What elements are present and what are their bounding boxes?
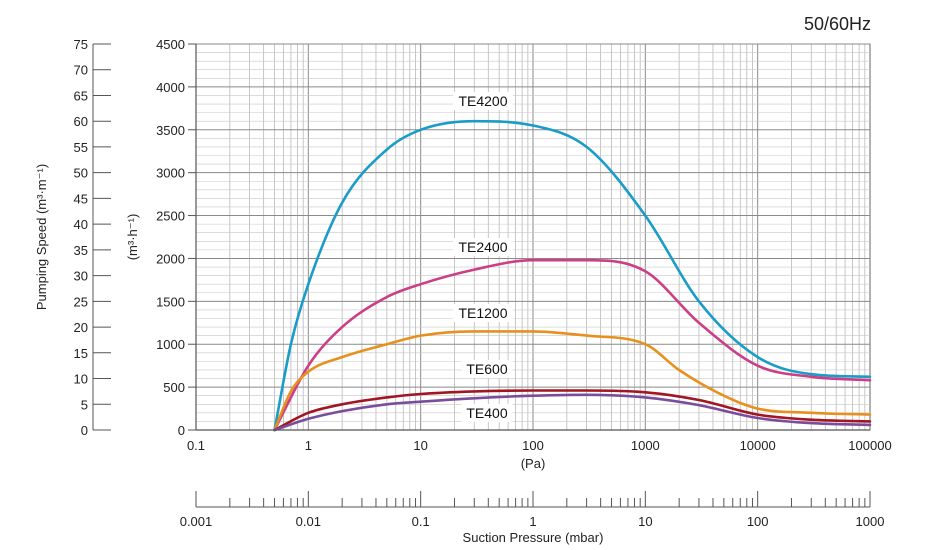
series-line-te2400 (273, 258, 872, 432)
x-unit-label: (Pa) (521, 456, 546, 471)
y-tick-label: 4000 (156, 80, 185, 95)
y-tick-label: 1000 (156, 337, 185, 352)
y-tick-label: 4500 (156, 37, 185, 52)
series-label-te400: TE400 (466, 405, 507, 421)
grid (195, 43, 871, 431)
y-axis-title: (m³·h⁻¹) (125, 214, 140, 261)
frequency-label: 50/60Hz (804, 14, 871, 34)
y2-tick-label: 20 (74, 320, 88, 335)
mbar-tick-label: 1000 (856, 514, 885, 529)
y-tick-label: 3000 (156, 166, 185, 181)
x-tick-label: 1000 (631, 438, 660, 453)
mbar-tick-label: 1 (529, 514, 536, 529)
y2-tick-label: 40 (74, 217, 88, 232)
series-label-bg (461, 360, 513, 378)
mbar-tick-label: 0.1 (412, 514, 430, 529)
series-label-bg (453, 304, 513, 322)
y2-tick-label: 15 (74, 346, 88, 361)
y-tick-label: 1500 (156, 294, 185, 309)
y2-tick-label: 25 (74, 294, 88, 309)
series-label-bg (453, 238, 513, 256)
y-tick-label: 2000 (156, 251, 185, 266)
mbar-tick-label: 0.01 (296, 514, 321, 529)
y2-tick-label: 55 (74, 140, 88, 155)
x-tick-label: 1 (305, 438, 312, 453)
y2-tick-label: 10 (74, 372, 88, 387)
y2-tick-label: 50 (74, 166, 88, 181)
axes: 0500100015002000250030003500400045000510… (74, 37, 892, 529)
y2-tick-label: 65 (74, 88, 88, 103)
series-labels: TE4200 TE2400 TE1200 TE600 TE400 (453, 92, 513, 422)
y2-tick-label: 35 (74, 243, 88, 258)
mbar-tick-label: 100 (747, 514, 769, 529)
x-tick-label: 0.1 (187, 438, 205, 453)
series-line-te600 (273, 389, 872, 432)
series-label-te4200: TE4200 (458, 93, 507, 109)
y2-tick-label: 30 (74, 269, 88, 284)
y-tick-label: 2500 (156, 209, 185, 224)
mbar-tick-label: 10 (638, 514, 652, 529)
series-line-te400 (273, 393, 872, 432)
series-lines (273, 119, 872, 432)
series-label-te600: TE600 (466, 361, 507, 377)
y-tick-label: 0 (178, 423, 185, 438)
series-label-te2400: TE2400 (458, 239, 507, 255)
y-tick-label: 500 (163, 380, 185, 395)
x-tick-label: 100 (522, 438, 544, 453)
x-tick-label: 10000 (740, 438, 776, 453)
x-tick-label: 10 (413, 438, 427, 453)
y2-tick-label: 75 (74, 37, 88, 52)
x-tick-label: 100000 (848, 438, 891, 453)
y-tick-label: 3500 (156, 123, 185, 138)
y2-tick-label: 60 (74, 114, 88, 129)
series-label-te1200: TE1200 (458, 305, 507, 321)
y2-tick-label: 0 (81, 423, 88, 438)
mbar-axis-title: Suction Pressure (mbar) (463, 530, 604, 545)
mbar-tick-label: 0.001 (180, 514, 213, 529)
y2-tick-label: 45 (74, 191, 88, 206)
y2-tick-label: 5 (81, 397, 88, 412)
series-line-te1200 (273, 330, 872, 432)
series-label-bg (461, 404, 513, 422)
series-label-bg (453, 92, 513, 110)
y2-tick-label: 70 (74, 63, 88, 78)
series-line-te4200 (273, 119, 872, 432)
y2-axis-title: Pumping Speed (m³·m⁻¹) (34, 164, 49, 310)
